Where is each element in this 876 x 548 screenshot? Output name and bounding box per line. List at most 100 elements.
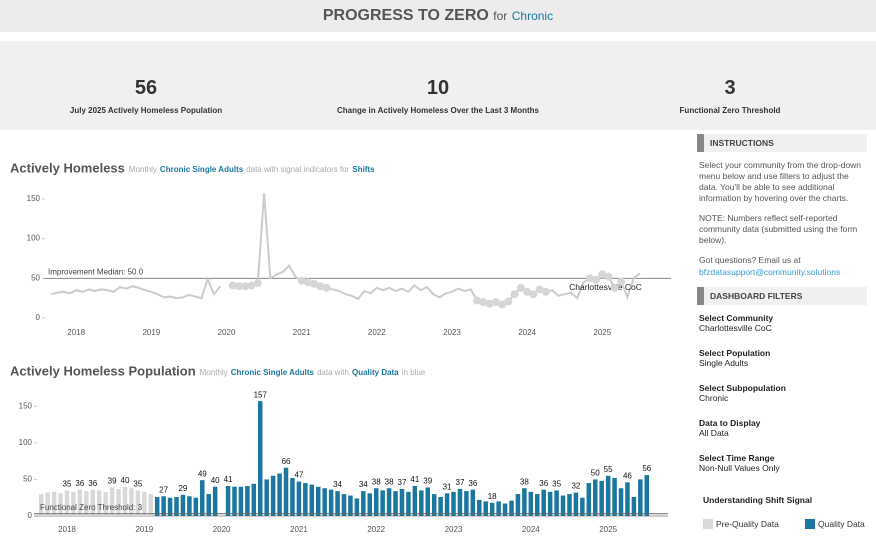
signal-point bbox=[303, 278, 312, 287]
filter-value[interactable]: Chronic bbox=[699, 393, 729, 403]
reference-label: Functional Zero Threshold: 3 bbox=[40, 503, 143, 512]
subtitle-part: data with bbox=[317, 368, 349, 377]
bar bbox=[625, 482, 630, 516]
x-tick-label: 2019 bbox=[135, 525, 153, 534]
bar bbox=[644, 475, 650, 516]
bar bbox=[477, 499, 482, 516]
bar bbox=[573, 492, 579, 516]
bar bbox=[174, 496, 179, 516]
signal-point bbox=[523, 287, 532, 296]
title: PROGRESS TO ZERO bbox=[322, 7, 489, 24]
y-tick-label: 100 bbox=[19, 438, 33, 447]
bar bbox=[322, 488, 327, 516]
bar bbox=[38, 494, 44, 516]
filter-value[interactable]: Charlottesville CoC bbox=[699, 323, 772, 333]
filter: Select Time Range Non-Null Values Only bbox=[699, 453, 867, 473]
filter-value[interactable]: Single Adults bbox=[699, 358, 749, 368]
bar bbox=[315, 486, 321, 516]
bar bbox=[522, 488, 527, 516]
x-tick-label: 2022 bbox=[367, 525, 385, 534]
kpi-value: 56 bbox=[134, 77, 158, 99]
data-label: 29 bbox=[178, 484, 187, 493]
data-label: 46 bbox=[623, 471, 632, 480]
kpi-label: Functional Zero Threshold bbox=[679, 106, 781, 115]
bar bbox=[45, 492, 50, 516]
bar bbox=[528, 491, 534, 516]
title-population: Chronic bbox=[511, 9, 554, 23]
bar bbox=[277, 473, 282, 516]
data-label: 34 bbox=[333, 480, 342, 489]
bar bbox=[605, 475, 611, 516]
filter-label: Select Time Range bbox=[699, 453, 775, 463]
data-label: 35 bbox=[552, 480, 561, 489]
data-label: 32 bbox=[571, 482, 580, 491]
signal-point bbox=[610, 283, 619, 292]
bar bbox=[167, 497, 173, 516]
bar bbox=[84, 491, 89, 516]
bar bbox=[509, 500, 514, 516]
bar bbox=[212, 486, 218, 516]
filter-label: Select Community bbox=[699, 313, 774, 323]
signal-point bbox=[491, 298, 500, 307]
sidebar: INSTRUCTIONS Select your community from … bbox=[697, 134, 867, 505]
subtitle-part: in blue bbox=[402, 368, 426, 377]
bar bbox=[438, 496, 443, 516]
bar bbox=[109, 487, 115, 516]
bar bbox=[77, 489, 83, 516]
bar bbox=[58, 493, 63, 516]
data-label: 18 bbox=[488, 492, 497, 501]
y-tick-label: 150 bbox=[19, 401, 33, 410]
data-label: 47 bbox=[294, 471, 303, 480]
bar bbox=[547, 491, 553, 516]
bar bbox=[367, 493, 373, 516]
shift-title: Understanding Shift Signal bbox=[703, 495, 813, 505]
subtitle-part: Chronic Single Adults bbox=[160, 165, 244, 174]
bar bbox=[535, 494, 540, 516]
subtitle-part: Monthly bbox=[200, 368, 228, 377]
filters: Select Community Charlottesville CoC Selec… bbox=[697, 313, 867, 473]
data-label: 35 bbox=[133, 480, 142, 489]
signal-point bbox=[485, 299, 494, 308]
data-label: 36 bbox=[88, 479, 97, 488]
bar bbox=[154, 496, 160, 516]
y-tick-label: 50 bbox=[23, 475, 32, 484]
signal-point bbox=[529, 290, 538, 299]
bar bbox=[341, 494, 347, 516]
bar bbox=[457, 488, 463, 516]
legend-swatch bbox=[805, 519, 815, 529]
data-label: 31 bbox=[443, 482, 452, 491]
bar bbox=[425, 487, 431, 516]
filter-value[interactable]: All Data bbox=[699, 428, 729, 438]
filter-value[interactable]: Non-Null Values Only bbox=[699, 463, 780, 473]
bar bbox=[399, 488, 405, 516]
signal-point bbox=[253, 279, 262, 288]
bar bbox=[335, 491, 340, 516]
signal-point bbox=[310, 279, 319, 288]
filter-label: Data to Display bbox=[699, 418, 761, 428]
x-tick-label: 2018 bbox=[67, 328, 85, 337]
signal-point bbox=[297, 276, 306, 285]
legend-label: Pre-Quality Data bbox=[716, 519, 779, 529]
section-header: INSTRUCTIONS bbox=[697, 134, 867, 152]
bar bbox=[303, 483, 308, 516]
chart-subtitle: Monthly Chronic Single Adults data with si… bbox=[129, 165, 375, 174]
bar bbox=[290, 477, 295, 516]
bar bbox=[631, 496, 637, 516]
filter: Select Community Charlottesville CoC bbox=[699, 313, 867, 333]
signal-point bbox=[535, 285, 544, 294]
section-header: DASHBOARD FILTERS bbox=[697, 287, 867, 305]
email-link[interactable]: bfzdatasupport@community.solutions bbox=[699, 267, 841, 277]
signal-point bbox=[604, 272, 613, 281]
bar bbox=[496, 501, 501, 516]
bar bbox=[122, 486, 128, 516]
subtitle-part: Quality Data bbox=[352, 368, 399, 377]
instruction-text: NOTE: Numbers reflect self-reported comm… bbox=[699, 213, 858, 245]
data-label: 41 bbox=[224, 475, 233, 484]
subtitle-part: Chronic Single Adults bbox=[231, 368, 315, 377]
bar bbox=[599, 480, 604, 516]
charts: Actively Homeless Monthly Chronic Single A… bbox=[10, 160, 671, 534]
y-tick-label: 150 bbox=[27, 194, 41, 203]
bar bbox=[483, 501, 488, 516]
bar bbox=[541, 489, 546, 516]
